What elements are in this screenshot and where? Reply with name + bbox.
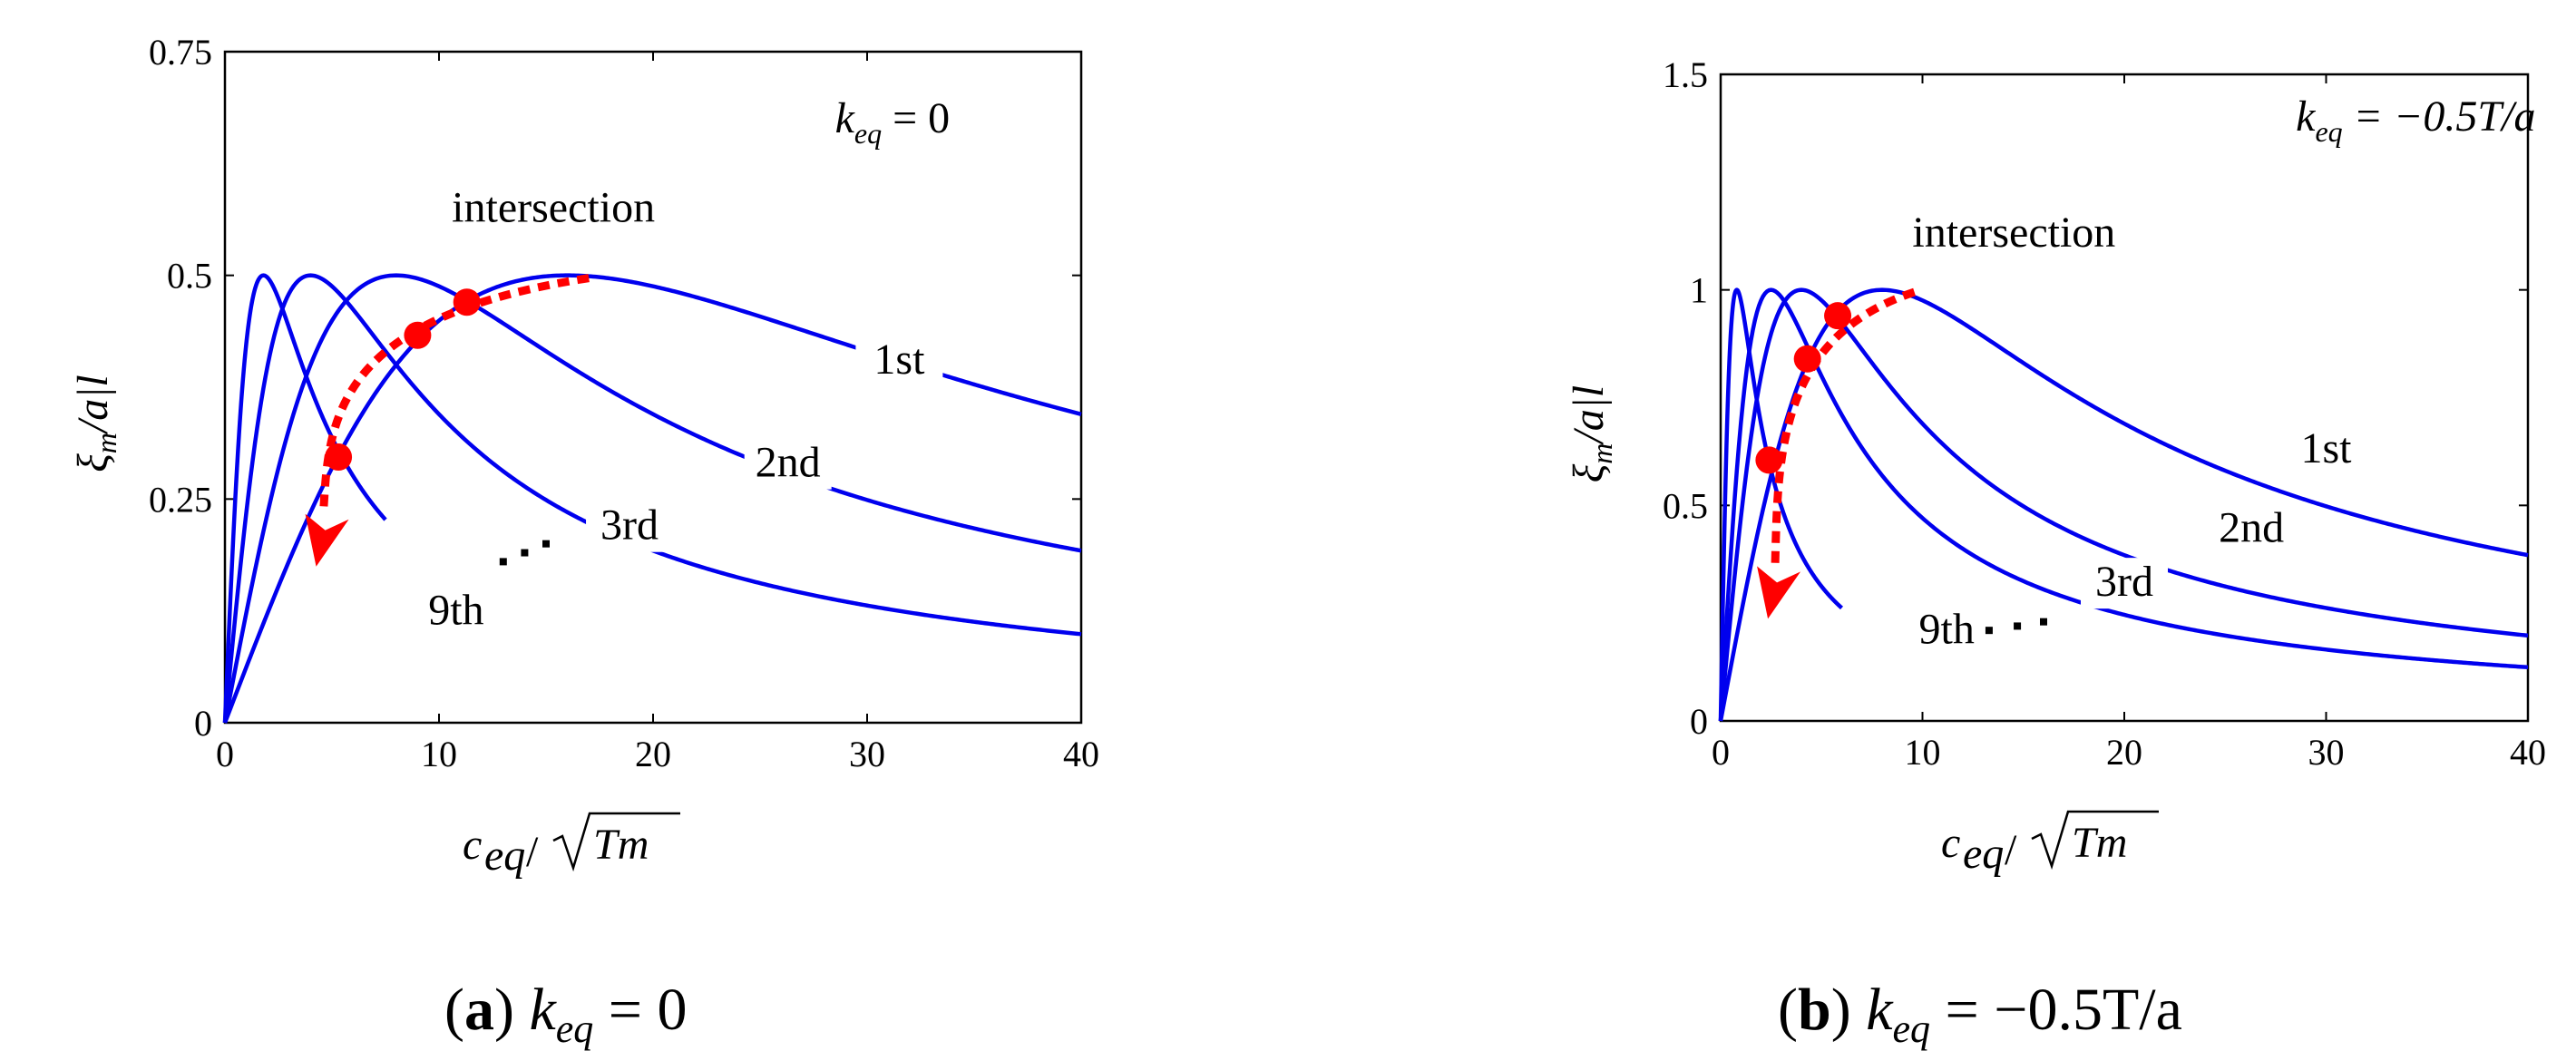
series-label-3rd: 3rd	[600, 501, 659, 550]
intersection-point	[453, 288, 481, 316]
x-tick-label: 40	[1063, 734, 1099, 774]
y-tick-label: 0	[1690, 701, 1708, 742]
y-tick-label: 0.75	[149, 32, 212, 73]
plot-frame	[1719, 73, 2530, 723]
parameter-annotation: keq = 0	[835, 94, 951, 150]
ellipsis-dots	[499, 540, 550, 566]
x-axis-label: c eq / Tm	[463, 812, 680, 880]
curve-9th	[1718, 287, 1844, 722]
x-tick-label: 10	[1905, 732, 1941, 773]
y-axis-label: ξm/a|l	[1565, 385, 1618, 483]
curve-3rd	[1718, 287, 2529, 722]
intersection-points	[325, 288, 481, 471]
intersection-point	[1793, 345, 1821, 373]
intersection-label: intersection	[1912, 209, 2115, 257]
x-tick-label: 20	[635, 734, 671, 774]
label-gap	[2081, 558, 2168, 609]
series-curves	[222, 273, 1082, 724]
parameter-annotation: keq = −0.5T/a	[2296, 92, 2535, 148]
series-label-9th: 9th	[428, 586, 483, 634]
intersection-point	[1755, 446, 1783, 474]
svg-text:c: c	[1941, 819, 1960, 867]
svg-text:Tm: Tm	[593, 821, 649, 869]
label-gap	[1903, 605, 1991, 657]
series-curves	[1718, 287, 2529, 722]
axis-ticks: 0 10 20 30 40 0 0.25 0.5 0.75	[149, 32, 1099, 774]
panel-caption: (b) keq = −0.5T/a	[1778, 977, 2182, 1051]
curve-3rd	[222, 273, 1082, 724]
ellipsis-dot	[542, 540, 550, 548]
svg-text:c: c	[463, 821, 482, 869]
intersection-point	[325, 443, 353, 471]
y-axis-label: ξm/a|l	[69, 375, 122, 472]
intersection-points	[1755, 302, 1852, 474]
panel-a: 0 10 20 30 40 0 0.25 0.5 0.75 1st 2nd 3rd 9th inter…	[69, 32, 1099, 1051]
x-tick-label: 30	[849, 734, 885, 774]
x-tick-label: 20	[2106, 732, 2142, 773]
trend-arrow-head	[305, 513, 349, 567]
curve-1st	[1718, 287, 2529, 722]
y-tick-label: 0	[194, 703, 212, 744]
ellipsis-dot	[499, 558, 507, 566]
x-tick-label: 0	[1712, 732, 1730, 773]
svg-text:eq: eq	[484, 832, 525, 880]
ellipsis-dot	[1985, 627, 1993, 635]
curve-2nd	[222, 273, 1082, 724]
series-label-1st: 1st	[873, 336, 925, 384]
trend-arrow-head	[1757, 566, 1801, 619]
x-tick-label: 0	[216, 734, 234, 774]
trend-arrow	[1771, 287, 1917, 565]
svg-text:/: /	[526, 828, 539, 876]
x-axis-label: c eq / Tm	[1941, 810, 2159, 878]
x-tick-label: 10	[421, 734, 457, 774]
svg-text:/: /	[2005, 826, 2017, 874]
svg-text:eq: eq	[1963, 830, 2004, 878]
label-gap	[2282, 423, 2370, 475]
curve-1st	[222, 273, 1082, 724]
series-label-2nd: 2nd	[2219, 504, 2284, 552]
series-label-9th: 9th	[1919, 605, 1975, 653]
series-label-1st: 1st	[2300, 424, 2352, 472]
y-tick-label: 1.5	[1663, 54, 1708, 95]
label-gap	[412, 586, 500, 637]
label-gap	[855, 336, 943, 387]
panel-b: 0 10 20 30 40 0 0.5 1 1.5 1st 2nd 3rd 9th intersect…	[1565, 54, 2546, 1051]
y-tick-label: 0.5	[167, 256, 212, 297]
label-gap	[744, 438, 832, 490]
y-tick-label: 0.25	[149, 479, 212, 520]
series-label-2nd: 2nd	[756, 439, 821, 487]
curve-9th	[222, 273, 387, 724]
axis-ticks: 0 10 20 30 40 0 0.5 1 1.5	[1663, 54, 2546, 773]
x-tick-label: 30	[2308, 732, 2345, 773]
ellipsis-dots	[1985, 618, 2047, 635]
intersection-point	[404, 321, 432, 349]
label-gap	[586, 501, 674, 552]
series-label-3rd: 3rd	[2095, 558, 2153, 606]
curve-2nd	[1718, 287, 2529, 722]
ellipsis-dot	[2014, 622, 2022, 630]
series-labels: 1st 2nd 3rd 9th	[412, 336, 943, 637]
series-labels: 1st 2nd 3rd 9th	[1903, 423, 2370, 657]
y-tick-label: 0.5	[1663, 485, 1708, 526]
intersection-label: intersection	[452, 183, 655, 231]
panel-caption: (a) keq = 0	[444, 977, 688, 1051]
trend-arrow	[319, 274, 590, 512]
ellipsis-dot	[2040, 618, 2047, 626]
y-tick-label: 1	[1690, 270, 1708, 311]
ellipsis-dot	[521, 549, 529, 557]
label-gap	[2208, 503, 2296, 555]
svg-text:Tm: Tm	[2072, 819, 2127, 867]
x-tick-label: 40	[2510, 732, 2546, 773]
intersection-point	[1824, 302, 1852, 330]
